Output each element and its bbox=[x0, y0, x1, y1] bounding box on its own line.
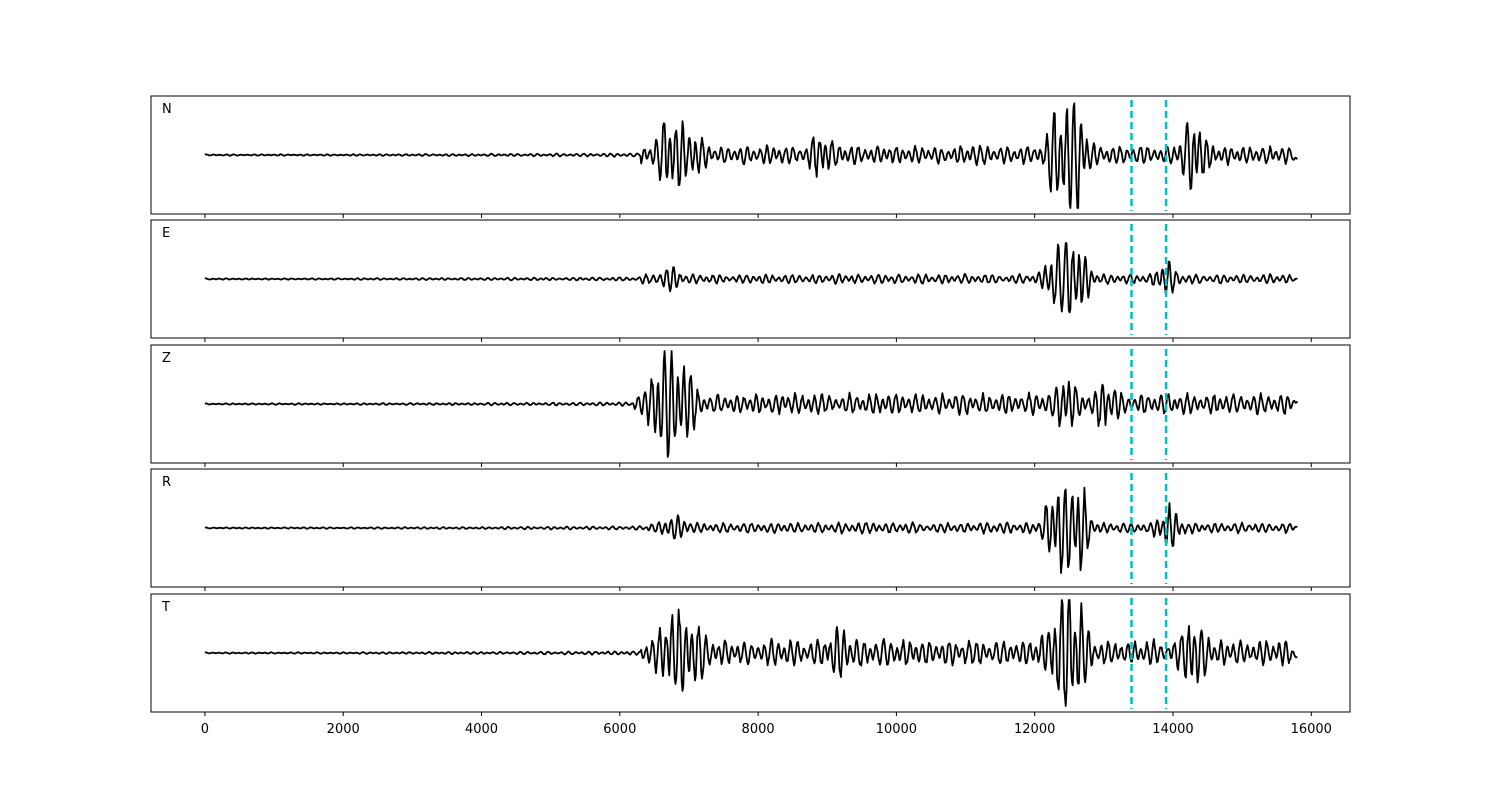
panel-z: Z bbox=[150, 344, 1351, 467]
panel-t: T bbox=[150, 593, 1351, 716]
trace-n bbox=[204, 102, 1298, 209]
panel-label-t: T bbox=[161, 600, 170, 615]
x-axis: 0 2000 4000 6000 8000 10000 12000 14000 16000 bbox=[201, 722, 1332, 737]
x-tick-label: 10000 bbox=[876, 722, 917, 737]
trace-r bbox=[204, 486, 1298, 574]
panel-label-e: E bbox=[162, 226, 170, 241]
panel-label-n: N bbox=[162, 102, 172, 117]
panel-frame bbox=[150, 95, 1351, 215]
panel-label-z: Z bbox=[162, 351, 171, 366]
panel-r: R bbox=[150, 468, 1351, 591]
panel-frame bbox=[150, 219, 1351, 339]
x-tick-label: 2000 bbox=[327, 722, 360, 737]
x-tick-label: 8000 bbox=[742, 722, 775, 737]
trace-t bbox=[204, 599, 1298, 707]
x-tick-label: 6000 bbox=[603, 722, 636, 737]
panel-frame bbox=[150, 468, 1351, 588]
x-tick-label: 0 bbox=[201, 722, 209, 737]
panel-label-r: R bbox=[162, 475, 171, 490]
x-tick-label: 4000 bbox=[465, 722, 498, 737]
panel-frame bbox=[150, 593, 1351, 713]
panel-n: N bbox=[150, 95, 1351, 218]
trace-e bbox=[204, 242, 1298, 314]
panels-layer: N E Z R T bbox=[150, 95, 1351, 716]
x-tick-label: 12000 bbox=[1014, 722, 1055, 737]
panel-frame bbox=[150, 344, 1351, 464]
x-tick-label: 14000 bbox=[1152, 722, 1193, 737]
x-tick-label: 16000 bbox=[1291, 722, 1332, 737]
panel-e: E bbox=[150, 219, 1351, 342]
trace-z bbox=[204, 350, 1299, 458]
